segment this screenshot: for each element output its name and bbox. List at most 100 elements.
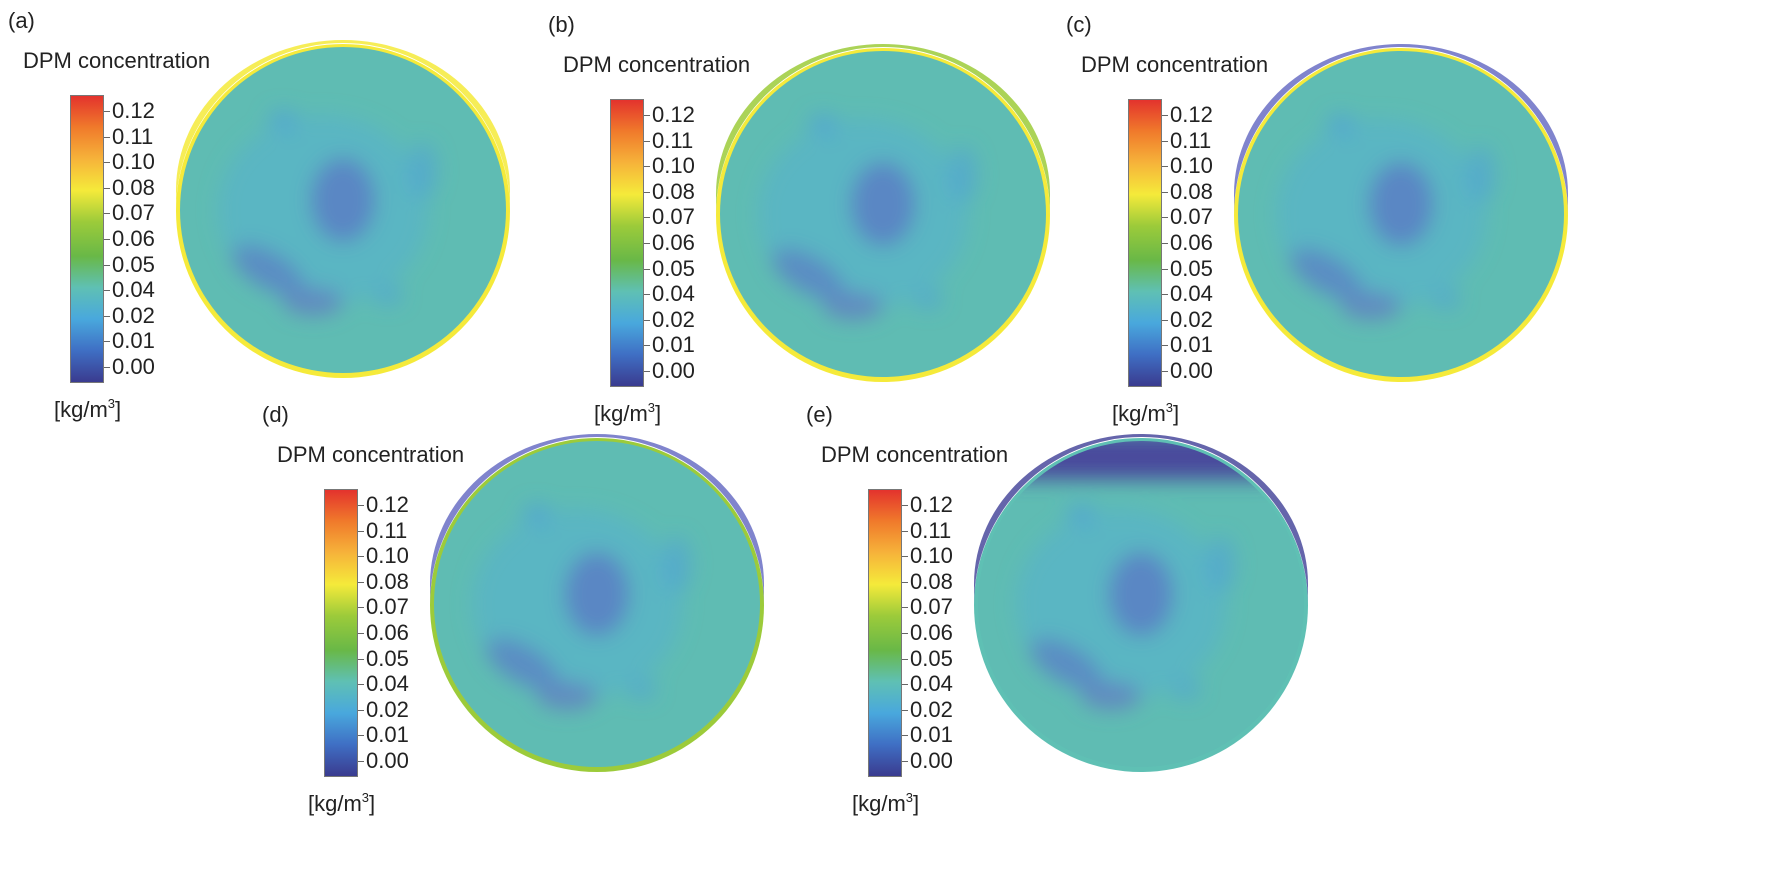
colorbar-tick-mark	[644, 166, 650, 168]
panel-e: (e) DPM concentration 0.12 0.11 0.10 0.08 0.07…	[806, 402, 1366, 816]
colorbar-tick-label: 0.00	[1170, 358, 1213, 383]
colorbar-tick-mark	[1162, 191, 1168, 193]
colorbar-tick-label: 0.10	[1170, 153, 1213, 179]
colorbar-tick-label: 0.06	[652, 230, 695, 255]
panel-label: (c)	[1066, 12, 1092, 37]
colorbar	[868, 489, 902, 777]
unit-exponent: 3	[107, 396, 116, 411]
colorbar-tick-mark	[104, 264, 110, 266]
colorbar-tick-label: 0.07	[366, 594, 409, 620]
panel-b: (b) DPM concentration 0.12 0.11 0.10 0.08 0.07…	[548, 12, 1108, 426]
colorbar-tick-mark	[902, 556, 908, 558]
colorbar-tick-mark	[358, 530, 364, 532]
colorbar-tick-mark	[902, 581, 908, 583]
colorbar-tick-label: 0.05	[1170, 255, 1213, 281]
colorbar-tick-label: 0.05	[910, 645, 953, 671]
colorbar-tick-mark	[644, 294, 650, 296]
colorbar-tick-mark	[104, 290, 110, 292]
colorbar-tick-label: 0.11	[112, 123, 154, 149]
colorbar-tick-label: 0.05	[652, 255, 695, 281]
colorbar-tick-mark	[1162, 319, 1168, 321]
panel-label: (d)	[262, 402, 289, 427]
colorbar-tick-mark	[644, 217, 650, 219]
colorbar-tick-label: 0.06	[112, 226, 155, 251]
unit-close: ]	[369, 791, 376, 816]
colorbar	[324, 489, 358, 777]
colorbar-tick-mark	[1162, 140, 1168, 142]
unit-base: [kg/m	[852, 791, 906, 816]
colorbar-tick-label: 0.04	[910, 671, 953, 697]
colorbar-tick-mark	[104, 213, 110, 215]
unit-close: ]	[913, 791, 920, 816]
colorbar-tick-label: 0.12	[366, 492, 409, 517]
colorbar-tick-mark	[358, 505, 364, 506]
colorbar-tick-mark	[1162, 166, 1168, 168]
colorbar-tick-label: 0.06	[910, 620, 953, 645]
colorbar-tick-mark	[358, 658, 364, 660]
colorbar-tick-mark	[1162, 345, 1168, 347]
colorbar-tick-label: 0.10	[112, 149, 155, 175]
colorbar	[70, 95, 104, 383]
colorbar-tick-label: 0.08	[1170, 178, 1213, 204]
colorbar-tick-label: 0.01	[1170, 332, 1213, 358]
colorbar-tick-mark	[104, 187, 110, 189]
unit-exponent: 3	[647, 400, 656, 415]
colorbar-tick-label: 0.11	[366, 517, 408, 543]
colorbar-tick-label: 0.12	[1170, 102, 1213, 127]
colorbar-tick-mark	[644, 319, 650, 321]
colorbar-tick-label: 0.10	[652, 153, 695, 179]
panel-label: (a)	[8, 8, 35, 33]
panel-a: (a) DPM concentration 0.12 0.11 0.10 0.08 0.07…	[8, 8, 568, 422]
colorbar-tick-mark	[902, 761, 908, 762]
colorbar-tick-label: 0.01	[910, 722, 953, 748]
legend-title: DPM concentration	[563, 52, 751, 77]
colorbar-tick-label: 0.08	[652, 178, 695, 204]
colorbar-tick-label: 0.07	[910, 594, 953, 620]
colorbar-tick-mark	[104, 367, 110, 368]
unit-base: [kg/m	[308, 791, 362, 816]
colorbar-tick-label: 0.11	[910, 517, 952, 543]
colorbar-tick-label: 0.11	[1170, 127, 1212, 153]
concentration-contour-disc	[974, 434, 1308, 772]
colorbar-tick-mark	[644, 345, 650, 347]
colorbar-tick-mark	[358, 633, 364, 634]
panel-c: (c) DPM concentration 0.12 0.11 0.10 0.08 0.07…	[1066, 12, 1626, 426]
colorbar	[1128, 99, 1162, 387]
colorbar-tick-label: 0.00	[652, 358, 695, 383]
colorbar-tick-label: 0.12	[910, 492, 953, 517]
colorbar-tick-label: 0.06	[366, 620, 409, 645]
colorbar-tick-mark	[902, 658, 908, 660]
unit-close: ]	[655, 401, 662, 426]
colorbar-tick-mark	[902, 684, 908, 686]
colorbar-tick-mark	[902, 505, 908, 506]
colorbar-tick-mark	[104, 341, 110, 343]
concentration-contour-disc	[430, 434, 764, 772]
colorbar-tick-mark	[902, 735, 908, 737]
colorbar-tick-label: 0.08	[112, 174, 155, 200]
colorbar-tick-mark	[358, 607, 364, 609]
colorbar-tick-mark	[358, 556, 364, 558]
colorbar-tick-label: 0.02	[366, 696, 409, 722]
legend-title: DPM concentration	[821, 442, 1009, 467]
legend-title: DPM concentration	[23, 48, 211, 73]
colorbar-tick-mark	[644, 243, 650, 244]
colorbar-tick-mark	[644, 115, 650, 116]
unit-exponent: 3	[905, 790, 914, 805]
colorbar-tick-label: 0.00	[112, 354, 155, 379]
colorbar-tick-label: 0.07	[1170, 204, 1213, 230]
colorbar-tick-mark	[358, 684, 364, 686]
colorbar-tick-label: 0.00	[366, 748, 409, 773]
colorbar-tick-label: 0.10	[910, 543, 953, 569]
colorbar-tick-mark	[1162, 115, 1168, 116]
colorbar-tick-mark	[358, 761, 364, 762]
colorbar-tick-label: 0.01	[366, 722, 409, 748]
unit-base: [kg/m	[1112, 401, 1166, 426]
unit-base: [kg/m	[54, 397, 108, 422]
colorbar-tick-mark	[1162, 371, 1168, 372]
legend-title: DPM concentration	[1081, 52, 1269, 77]
colorbar-tick-mark	[104, 111, 110, 112]
colorbar-tick-mark	[902, 607, 908, 609]
colorbar-tick-mark	[644, 268, 650, 270]
panel-label: (b)	[548, 12, 575, 37]
legend-unit: [kg/m3]	[54, 396, 121, 423]
